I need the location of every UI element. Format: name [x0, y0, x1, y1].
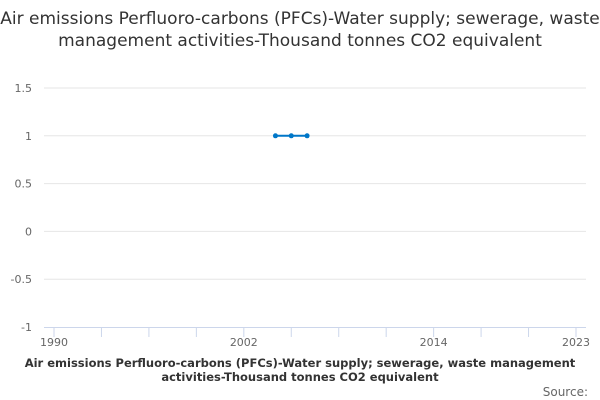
data-point	[288, 133, 294, 139]
x-tick-label: 2023	[562, 336, 590, 349]
x-tick-label: 2002	[230, 336, 258, 349]
y-tick-label: 0.5	[15, 178, 33, 191]
y-tick-label: 1	[25, 130, 32, 143]
y-tick-label: 1.5	[15, 82, 33, 95]
x-tick-label: 1990	[40, 336, 68, 349]
x-tick-label: 2014	[420, 336, 448, 349]
y-tick-label: 0	[25, 225, 32, 238]
y-tick-label: -1	[21, 321, 32, 334]
legend-item[interactable]: Air emissions Perfluoro-carbons (PFCs)-W…	[24, 356, 576, 384]
y-tick-label: -0.5	[11, 273, 32, 286]
data-point	[272, 133, 278, 139]
chart-title: Air emissions Perfluoro-carbons (PFCs)-W…	[0, 9, 600, 51]
source-label: Source:	[542, 385, 588, 399]
data-point	[304, 133, 310, 139]
